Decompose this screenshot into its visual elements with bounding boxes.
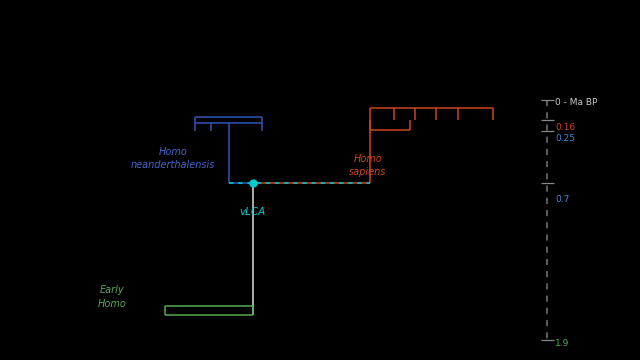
Text: Early
Homo: Early Homo — [97, 285, 127, 309]
Text: 0 - Ma BP: 0 - Ma BP — [555, 98, 597, 107]
Text: 0.25: 0.25 — [555, 134, 575, 143]
Text: vLCA: vLCA — [239, 207, 266, 217]
Text: Homo
sapiens: Homo sapiens — [349, 154, 387, 177]
Text: 0.16: 0.16 — [555, 123, 575, 132]
Text: 1.9: 1.9 — [555, 339, 569, 348]
Text: 0.7: 0.7 — [555, 195, 569, 204]
Text: Homo
neanderthalensis: Homo neanderthalensis — [131, 147, 215, 170]
